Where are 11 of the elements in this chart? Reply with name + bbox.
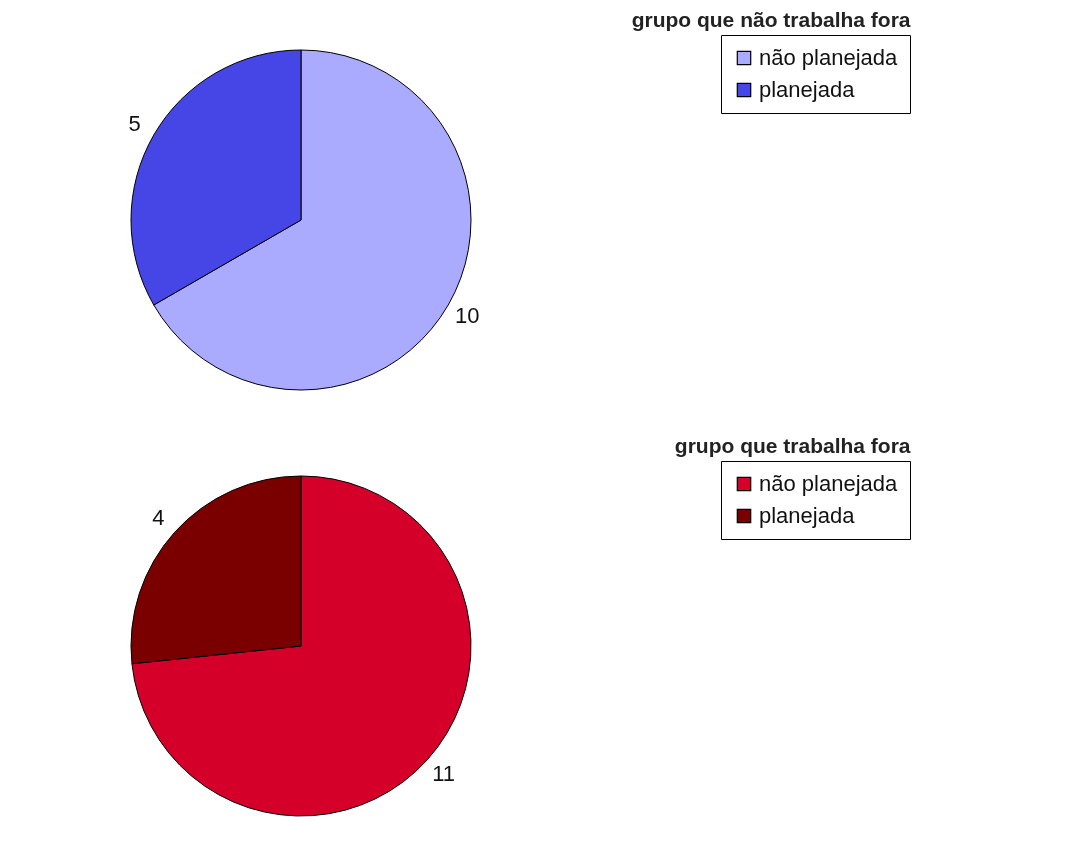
pie-slice bbox=[131, 475, 472, 817]
chart-title: grupo que não trabalha fora bbox=[631, 7, 911, 31]
data-label: 4 bbox=[152, 504, 165, 530]
data-label: 10 bbox=[455, 303, 480, 328]
legend-label: não planejada bbox=[759, 471, 899, 496]
chart-title: grupo que trabalha fora bbox=[674, 433, 911, 457]
legend-label: planejada bbox=[759, 503, 856, 528]
legend-label: não planejada bbox=[759, 45, 899, 70]
legend-label: planejada bbox=[759, 77, 856, 102]
data-label: 11 bbox=[432, 761, 456, 787]
data-label: 5 bbox=[128, 111, 141, 136]
